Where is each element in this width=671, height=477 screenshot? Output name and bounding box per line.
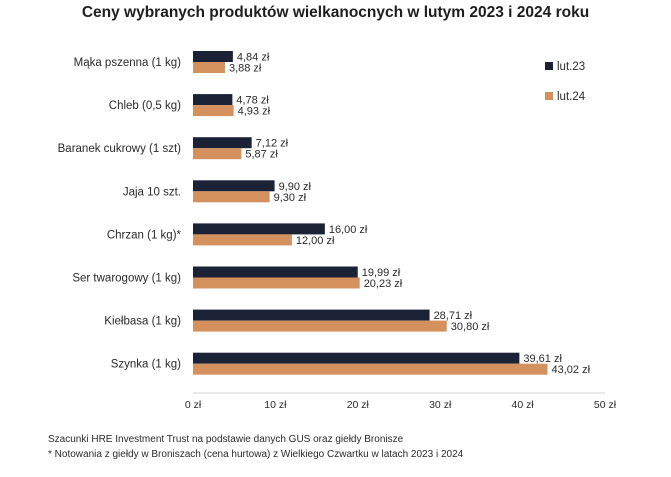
value-label: 4,78 zł: [236, 95, 269, 107]
x-tick-label: 50 zł: [594, 399, 617, 411]
footnotes: Szacunki HRE Investment Trust na podstaw…: [48, 432, 463, 462]
bar-lut-23: [193, 309, 430, 321]
value-label: 20,23 zł: [364, 278, 403, 290]
value-label: 39,61 zł: [523, 353, 562, 365]
bar-lut-23: [193, 180, 275, 192]
value-label: 12,00 zł: [296, 235, 335, 247]
category-label: Chrzan (1 kg)*: [107, 229, 182, 241]
bar-lut-23: [193, 94, 233, 106]
legend-label: lut.24: [557, 91, 586, 103]
value-label: 9,90 zł: [279, 181, 312, 193]
bar-lut-24: [193, 105, 234, 117]
bar-lut-24: [193, 62, 225, 73]
value-label: 5,87 zł: [245, 149, 278, 161]
category-label: Mąka pszenna (1 kg): [74, 57, 182, 69]
value-label: 28,71 zł: [434, 310, 473, 322]
bar-lut-24: [193, 234, 292, 246]
value-label: 16,00 zł: [329, 224, 368, 236]
value-label: 4,84 zł: [237, 52, 270, 64]
labels-group: Mąka pszenna (1 kg) 4,84 zł3,88 zł Chleb (…: [58, 52, 591, 377]
value-label: 43,02 zł: [551, 364, 590, 376]
x-tick-label: 20 zł: [347, 399, 370, 411]
bar-lut-23: [193, 137, 252, 149]
bar-chart: Mąka pszenna (1 kg) 4,84 zł3,88 zł Chleb (…: [58, 51, 617, 411]
x-axis: 0 zł 10 zł 20 zł 30 zł 40 zł 50 zł: [185, 392, 617, 411]
value-label: 4,93 zł: [238, 106, 271, 118]
value-label: 3,88 zł: [229, 63, 262, 75]
bar-lut-24: [193, 191, 270, 203]
footnote-note: * Notowania z giełdy w Broniszach (cena …: [48, 449, 464, 460]
bar-lut-24: [193, 148, 242, 160]
category-label: Kiełbasa (1 kg): [104, 316, 181, 328]
x-tick-label: 30 zł: [429, 399, 452, 411]
value-label: 9,30 zł: [274, 192, 307, 204]
category-label: Baranek cukrowy (1 szt): [58, 143, 182, 155]
chart-title: Ceny wybranych produktów wielkanocnych w…: [81, 4, 590, 21]
bar-lut-23: [193, 223, 325, 235]
bar-lut-24: [193, 277, 360, 289]
category-label: Chleb (0,5 kg): [109, 100, 181, 112]
value-label: 19,99 zł: [362, 267, 401, 279]
value-label: 7,12 zł: [256, 138, 289, 150]
legend-swatch: [545, 92, 553, 100]
bar-lut-24: [193, 363, 548, 375]
bar-lut-23: [193, 266, 358, 278]
x-tick-label: 40 zł: [512, 399, 535, 411]
x-tick-label: 0 zł: [185, 399, 202, 411]
category-label: Jaja 10 szt.: [123, 186, 181, 198]
x-tick-label: 10 zł: [264, 399, 287, 411]
legend: lut.23 lut.24: [545, 61, 586, 103]
legend-swatch: [545, 62, 553, 70]
bar-lut-23: [193, 352, 520, 364]
bar-lut-23: [193, 51, 233, 62]
value-label: 30,80 zł: [451, 321, 490, 333]
footnote-source: Szacunki HRE Investment Trust na podstaw…: [48, 434, 404, 445]
legend-label: lut.23: [557, 61, 585, 73]
category-label: Ser twarogowy (1 kg): [72, 273, 181, 285]
bar-lut-24: [193, 320, 447, 332]
bars-group: [193, 51, 548, 375]
category-label: Szynka (1 kg): [111, 359, 181, 371]
